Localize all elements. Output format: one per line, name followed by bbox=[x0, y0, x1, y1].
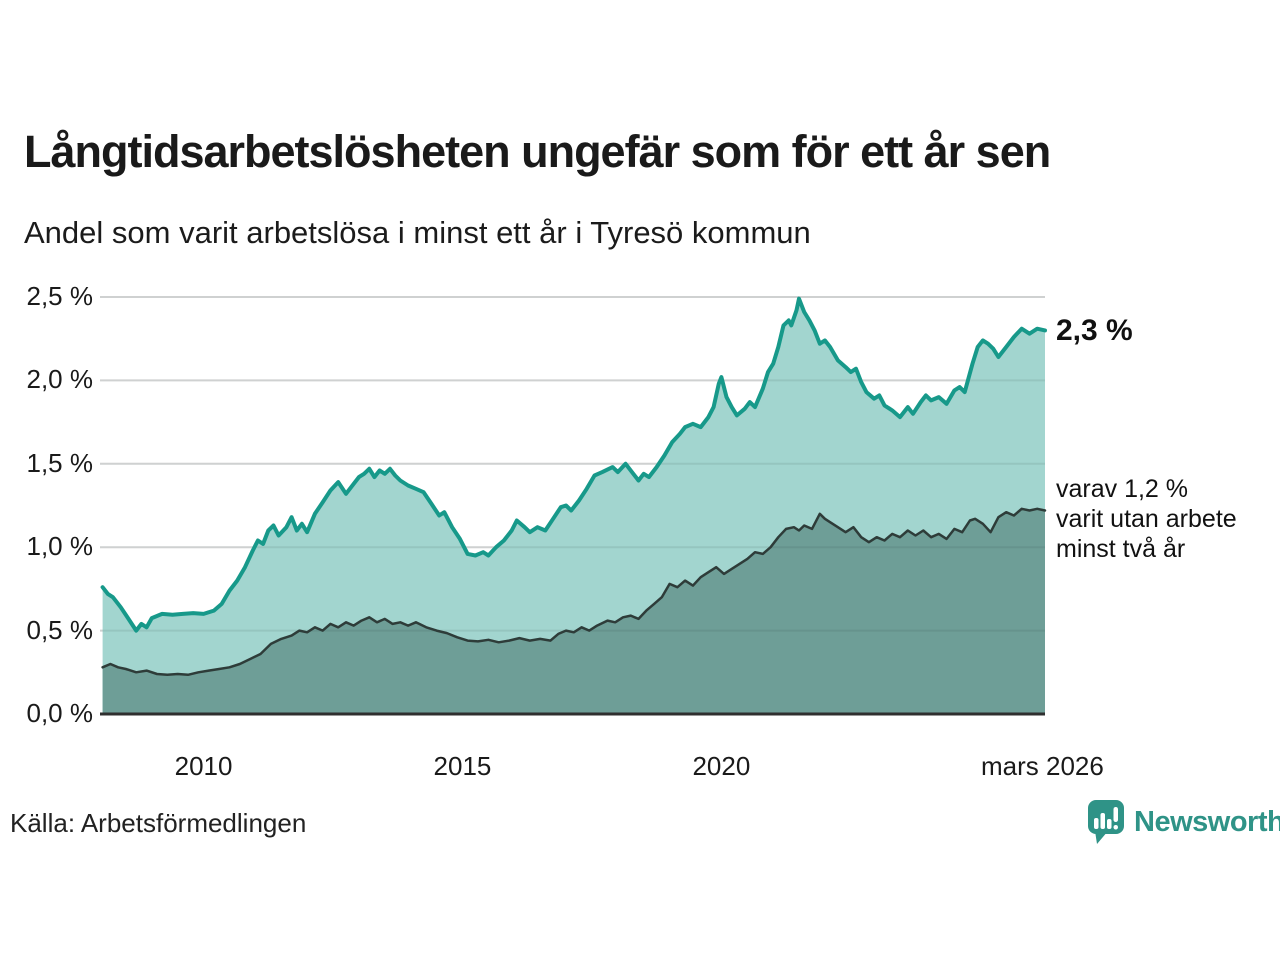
source-note: Källa: Arbetsförmedlingen bbox=[10, 808, 307, 838]
series2-annotation-line: minst två år bbox=[1056, 535, 1186, 563]
newsworthy-bubble-chart-icon bbox=[1088, 800, 1124, 844]
y-tick-label: 0,5 % bbox=[26, 614, 94, 645]
line-series-min-two-years bbox=[101, 507, 1047, 677]
x-tick-label: mars 2026 bbox=[980, 751, 1104, 781]
y-axis-labels: 0,0 % 0,5 % 1,0 % 1,5 % 2,0 % 2,5 % bbox=[0, 0, 94, 960]
newsworthy-logo-text: Newsworthy bbox=[1134, 805, 1280, 838]
series2-annotation-line: varav 1,2 % bbox=[1056, 475, 1189, 503]
chart-subtitle: Andel som varit arbetslösa i minst ett å… bbox=[24, 215, 811, 250]
series2-annotation: varav 1,2 % varit utan arbete minst två … bbox=[1056, 474, 1237, 564]
y-tick-label: 1,0 % bbox=[26, 531, 94, 562]
x-tick-label: 2010 bbox=[174, 751, 233, 781]
area-series-min-two-years bbox=[102, 508, 1046, 714]
y-tick-label: 2,0 % bbox=[26, 364, 94, 395]
x-tick-label: 2020 bbox=[692, 751, 751, 781]
y-tick-label: 2,5 % bbox=[26, 281, 94, 311]
series2-annotation-line: varit utan arbete bbox=[1056, 505, 1237, 533]
x-tick-label: 2015 bbox=[433, 751, 492, 781]
newsworthy-logo: Newsworthy bbox=[1086, 798, 1280, 846]
line-series-min-one-year bbox=[100, 296, 1047, 633]
y-tick-label: 1,5 % bbox=[26, 447, 94, 478]
y-tick-label: 0,0 % bbox=[26, 698, 94, 728]
chart-title: Långtidsarbetslösheten ungefär som för e… bbox=[24, 126, 1051, 177]
gridlines-overlay bbox=[100, 296, 1045, 632]
series1-end-value-label: 2,3 % bbox=[1056, 314, 1133, 347]
